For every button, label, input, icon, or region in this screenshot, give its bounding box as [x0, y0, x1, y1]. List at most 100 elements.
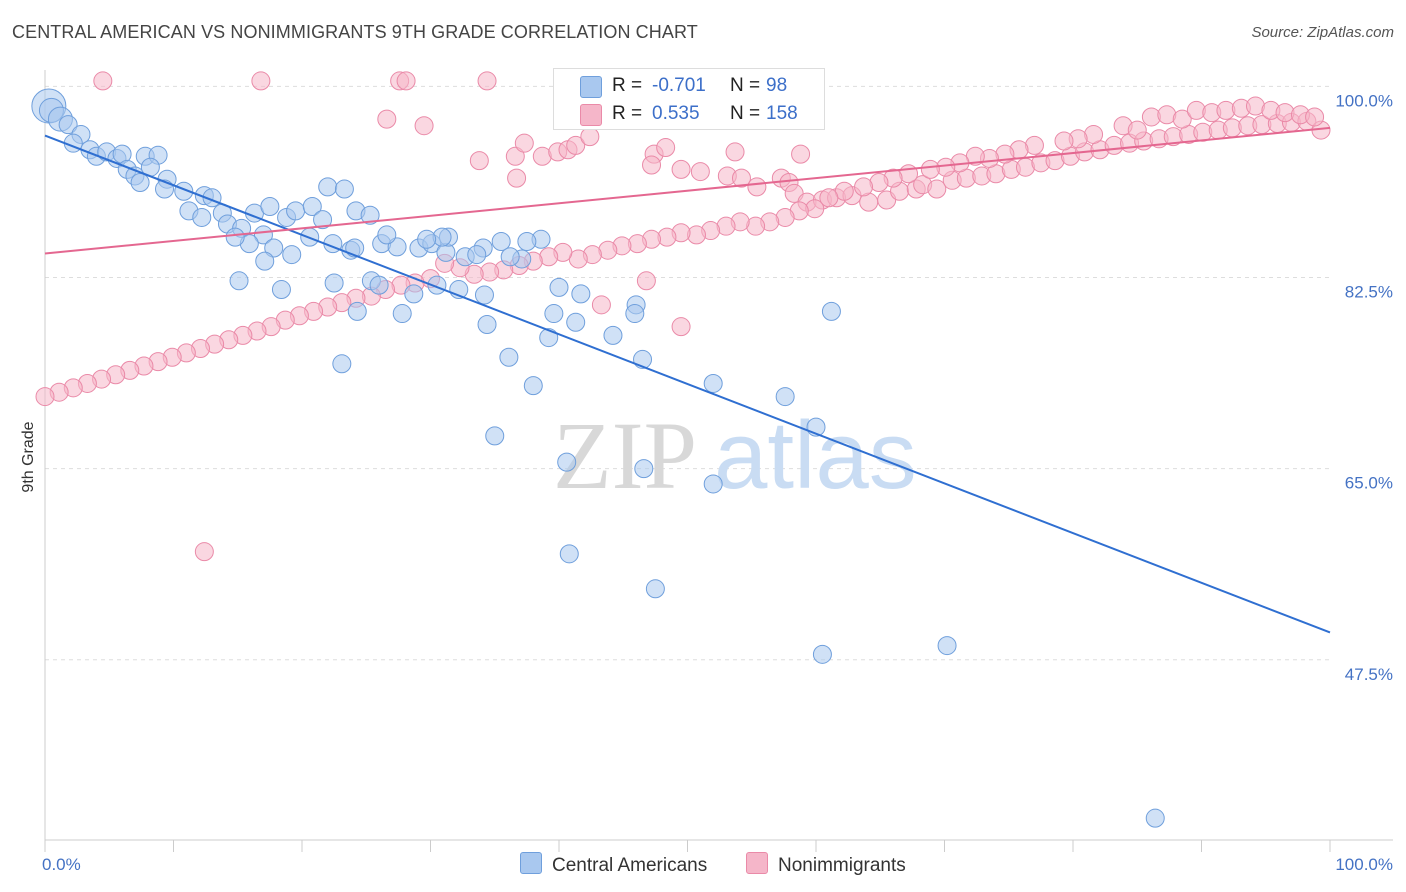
central-americans-point [812, 644, 832, 664]
r-value: 0.535 [652, 103, 700, 124]
central-americans-point [286, 201, 306, 221]
central-americans-point [332, 354, 352, 374]
nonimmigrants-point [580, 127, 600, 147]
central-americans-point [255, 251, 275, 271]
central-americans-point [603, 325, 623, 345]
nonimmigrants-point [251, 71, 271, 91]
central-americans-point [360, 205, 380, 225]
nonimmigrants-point [920, 159, 940, 179]
central-americans-point [324, 273, 344, 293]
legend-row-nonimmigrants: R = 0.535 N = 158 [554, 101, 824, 127]
x-tick-label: 100.0% [1335, 855, 1393, 874]
nonimmigrants-point [591, 295, 611, 315]
central-americans-point [313, 210, 333, 230]
central-americans-point [821, 301, 841, 321]
legend-item-nonimmigrants[interactable]: Nonimmigrants [746, 852, 906, 877]
y-axis-title: 9th Grade [20, 421, 37, 492]
nonimmigrants-point [505, 146, 525, 166]
n-label: N = [730, 103, 761, 124]
n-value: 158 [766, 103, 798, 124]
central-americans-point [549, 277, 569, 297]
y-tick-label: 47.5% [1345, 665, 1393, 684]
pink-swatch-icon [580, 104, 602, 126]
central-americans-point [467, 245, 487, 265]
central-americans-point [566, 312, 586, 332]
nonimmigrants-point [377, 109, 397, 129]
central-americans-point [318, 177, 338, 197]
central-americans-point [523, 376, 543, 396]
nonimmigrants-point [1305, 107, 1325, 127]
nonimmigrants-point [194, 542, 214, 562]
central-americans-point [557, 452, 577, 472]
nonimmigrants-point [791, 144, 811, 164]
blue-swatch-icon [520, 852, 542, 874]
central-americans-point [377, 225, 397, 245]
nonimmigrants-point [1127, 120, 1147, 140]
central-americans-point [499, 347, 519, 367]
central-americans-point [229, 271, 249, 291]
y-tick-label: 100.0% [1335, 91, 1393, 110]
central-americans-point [334, 179, 354, 199]
n-label: N = [730, 75, 761, 96]
legend-label: Central Americans [552, 855, 708, 876]
central-americans-point [703, 474, 723, 494]
central-americans-point [559, 544, 579, 564]
nonimmigrants-point [514, 133, 534, 153]
central-americans-point [485, 426, 505, 446]
nonimmigrants-point [566, 135, 586, 155]
central-americans-point [253, 225, 273, 245]
nonimmigrants-point [1054, 131, 1074, 151]
central-americans-point [282, 245, 302, 265]
central-americans-point [192, 207, 212, 227]
nonimmigrants-point [642, 155, 662, 175]
nonimmigrants-point [819, 188, 839, 208]
watermark: ZIP atlas [553, 402, 917, 509]
watermark-zip: ZIP [553, 402, 697, 509]
central-americans-point [645, 579, 665, 599]
nonimmigrants-point [396, 71, 416, 91]
y-tick-label: 65.0% [1345, 474, 1393, 493]
central-americans-point [369, 275, 389, 295]
nonimmigrants-point [690, 162, 710, 182]
central-americans-trend-line [44, 134, 1331, 634]
pink-swatch-icon [746, 852, 768, 874]
central-americans-point [634, 459, 654, 479]
nonimmigrants-trend-line [44, 126, 1331, 255]
correlation-legend: R = -0.701 N = 98 R = 0.535 N = 158 [553, 68, 825, 130]
central-americans-point [703, 373, 723, 393]
nonimmigrants-point [414, 116, 434, 136]
r-label: R = [612, 75, 643, 96]
nonimmigrants-point [927, 179, 947, 199]
central-americans-point [404, 284, 424, 304]
r-label: R = [612, 103, 643, 124]
central-americans-point [517, 231, 537, 251]
nonimmigrants-point [93, 71, 113, 91]
nonimmigrants-point [35, 387, 55, 407]
y-tick-label: 82.5% [1345, 283, 1393, 302]
legend-item-central-americans[interactable]: Central Americans [520, 852, 707, 877]
axes [44, 70, 1393, 852]
central-americans-point [474, 285, 494, 305]
source-label: Source: ZipAtlas.com [1251, 24, 1394, 41]
trend-lines [44, 126, 1331, 634]
chart-title: CENTRAL AMERICAN VS NONIMMIGRANTS 9TH GR… [12, 22, 698, 42]
x-tick-label: 0.0% [42, 855, 81, 874]
central-americans-point [571, 284, 591, 304]
central-americans-point [500, 247, 520, 267]
nonimmigrants-point [507, 168, 527, 188]
nonimmigrants-point [731, 168, 751, 188]
central-americans-point [491, 231, 511, 251]
nonimmigrants-point [854, 177, 874, 197]
nonimmigrants-point [636, 271, 656, 291]
central-americans-point [937, 636, 957, 656]
central-americans-point [417, 229, 437, 249]
nonimmigrants-points [35, 71, 1331, 562]
nonimmigrants-point [747, 177, 767, 197]
central-americans-point [544, 304, 564, 324]
central-americans-point [302, 197, 322, 217]
central-americans-point [625, 304, 645, 324]
central-americans-point [271, 280, 291, 300]
central-americans-point [264, 238, 284, 258]
central-americans-points [31, 88, 1165, 828]
central-americans-point [130, 172, 150, 192]
